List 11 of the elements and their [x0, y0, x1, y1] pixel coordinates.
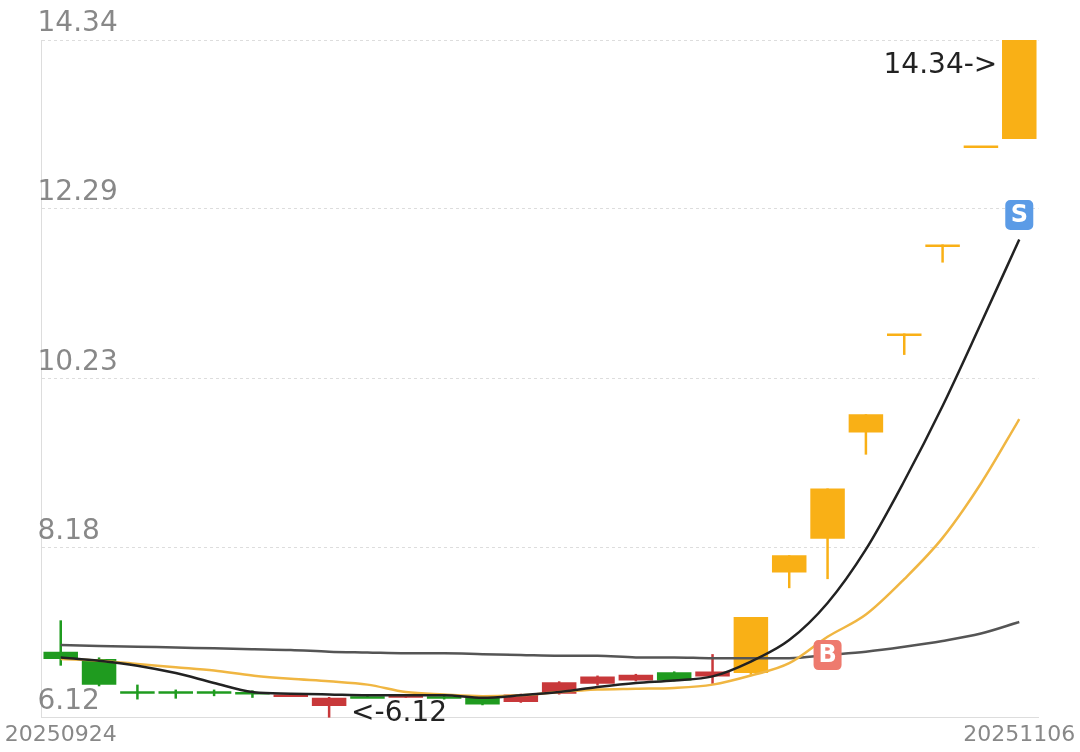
annotation: <-6.12	[351, 694, 448, 728]
x-tick-label: 20250924	[4, 720, 117, 746]
y-tick-label: 8.18	[37, 513, 100, 547]
annotation: 14.34->	[883, 47, 998, 81]
y-tick-label: 14.34	[37, 5, 118, 39]
annotation: S	[1010, 200, 1028, 229]
y-tick-label: 6.12	[37, 682, 100, 716]
annotation: B	[818, 640, 837, 669]
x-tick-label: 20251106	[963, 720, 1076, 746]
y-tick-label: 10.23	[37, 344, 118, 378]
y-tick-label: 12.29	[37, 174, 118, 208]
